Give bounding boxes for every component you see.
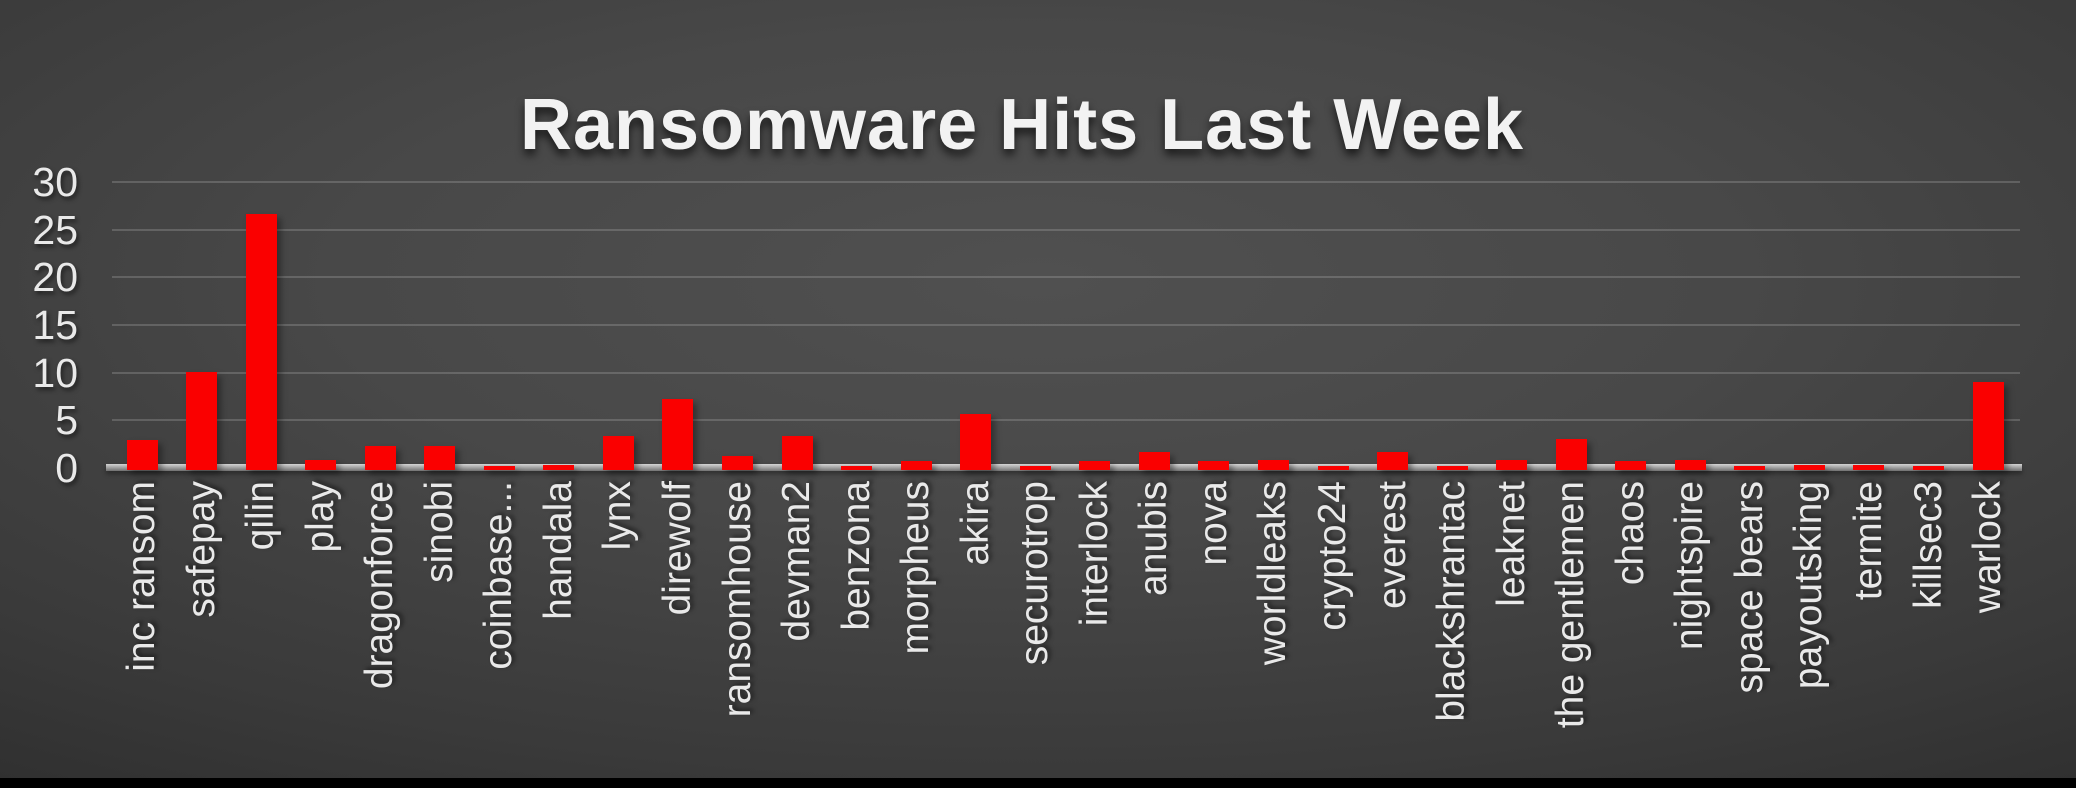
x-category-label-securotrop: securotrop xyxy=(1013,481,1057,666)
bar-play xyxy=(305,460,337,470)
y-tick-label-15: 15 xyxy=(32,302,78,348)
x-category-label-crypto24: crypto24 xyxy=(1311,481,1354,631)
gridline-10 xyxy=(112,371,2020,374)
x-category-label-the-gentlemen: the gentlemen xyxy=(1549,481,1593,729)
bar-lynx xyxy=(602,435,634,470)
bar-qilin xyxy=(245,213,277,470)
bar-warlock xyxy=(1972,382,2004,470)
bar-securotrop xyxy=(1019,466,1051,470)
bar-crypto24 xyxy=(1317,466,1349,470)
y-tick-label-0: 0 xyxy=(55,445,78,491)
x-category-label-devman2: devman2 xyxy=(775,481,819,642)
x-category-label-payoutsking: payoutsking xyxy=(1787,481,1831,690)
bar-dragonforce xyxy=(364,446,396,470)
y-tick-label-20: 20 xyxy=(32,254,78,301)
y-tick-label-10: 10 xyxy=(32,349,78,396)
bar-ransomhouse xyxy=(722,455,753,470)
bar-akira xyxy=(960,413,992,470)
gridline-15 xyxy=(112,324,2020,326)
gridline-25 xyxy=(112,228,2020,231)
bottom-letterbox xyxy=(0,778,2076,788)
bar-space-bears xyxy=(1734,466,1766,470)
x-category-label-space-bears: space bears xyxy=(1727,481,1771,694)
bar-interlock xyxy=(1079,461,1111,470)
x-category-label-morpheus: morpheus xyxy=(894,481,938,655)
bar-devman2 xyxy=(781,435,813,470)
bar-chaos xyxy=(1615,461,1647,470)
bar-nova xyxy=(1198,461,1230,470)
x-category-label-anubis: anubis xyxy=(1132,481,1176,596)
x-category-label-lynx: lynx xyxy=(596,481,640,551)
x-category-label-warlock: warlock xyxy=(1966,481,2010,614)
bar-killsec3 xyxy=(1913,466,1944,470)
x-category-label-worldleaks: worldleaks xyxy=(1251,481,1295,666)
gridline-30 xyxy=(112,181,2020,183)
x-category-label-direwolf: direwolf xyxy=(655,481,699,616)
x-category-label-play: play xyxy=(298,481,342,553)
x-category-label-leaknet: leaknet xyxy=(1489,481,1533,607)
x-category-label-sinobi: sinobi xyxy=(417,481,461,583)
chart-title: Ransomware Hits Last Week xyxy=(519,85,1525,166)
bar-everest xyxy=(1377,451,1409,470)
bar-handala xyxy=(543,465,575,470)
x-category-label-nova: nova xyxy=(1191,481,1235,566)
bar-leaknet xyxy=(1496,460,1528,470)
y-tick-label-5: 5 xyxy=(55,397,78,444)
bar-morpheus xyxy=(900,461,932,470)
x-category-label-termite: termite xyxy=(1846,481,1890,601)
x-category-label-chaos: chaos xyxy=(1608,481,1652,586)
x-category-label-interlock: interlock xyxy=(1072,481,1116,627)
bar-sinobi xyxy=(424,446,456,470)
gridline-5 xyxy=(112,419,2020,422)
x-category-label-killsec3: killsec3 xyxy=(1906,481,1950,609)
bar-nightspire xyxy=(1674,460,1706,470)
x-category-label-ransomhouse: ransomhouse xyxy=(715,481,759,718)
x-category-label-nightspire: nightspire xyxy=(1668,481,1712,651)
x-category-label-qilin: qilin xyxy=(239,481,283,551)
x-category-label-handala: handala xyxy=(536,481,580,620)
bar-anubis xyxy=(1138,451,1170,470)
bar-payoutsking xyxy=(1793,465,1825,470)
y-tick-label-25: 25 xyxy=(32,206,78,253)
bar-coinbase- xyxy=(483,466,515,470)
bar-worldleaks xyxy=(1257,460,1289,470)
x-category-label-everest: everest xyxy=(1370,481,1414,609)
x-category-label-inc-ransom: inc ransom xyxy=(120,481,163,672)
y-tick-label-30: 30 xyxy=(32,159,78,205)
x-category-label-safepay: safepay xyxy=(179,481,223,618)
x-category-label-akira: akira xyxy=(953,481,997,566)
bar-benzona xyxy=(841,466,873,470)
x-category-label-blackshrantac: blackshrantac xyxy=(1430,481,1474,722)
x-axis-line xyxy=(106,464,2022,471)
x-category-label-coinbase-: coinbase... xyxy=(477,481,521,670)
bar-blackshrantac xyxy=(1436,466,1468,470)
bar-the-gentlemen xyxy=(1555,439,1587,470)
bar-direwolf xyxy=(662,399,694,470)
bar-inc-ransom xyxy=(126,440,158,470)
x-category-label-dragonforce: dragonforce xyxy=(358,481,402,690)
gridline-20 xyxy=(112,276,2020,279)
bar-termite xyxy=(1853,465,1885,470)
bar-safepay xyxy=(186,371,218,470)
x-category-label-benzona: benzona xyxy=(834,481,878,631)
